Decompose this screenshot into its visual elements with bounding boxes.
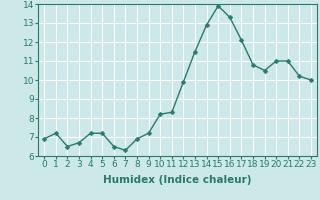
- X-axis label: Humidex (Indice chaleur): Humidex (Indice chaleur): [103, 175, 252, 185]
